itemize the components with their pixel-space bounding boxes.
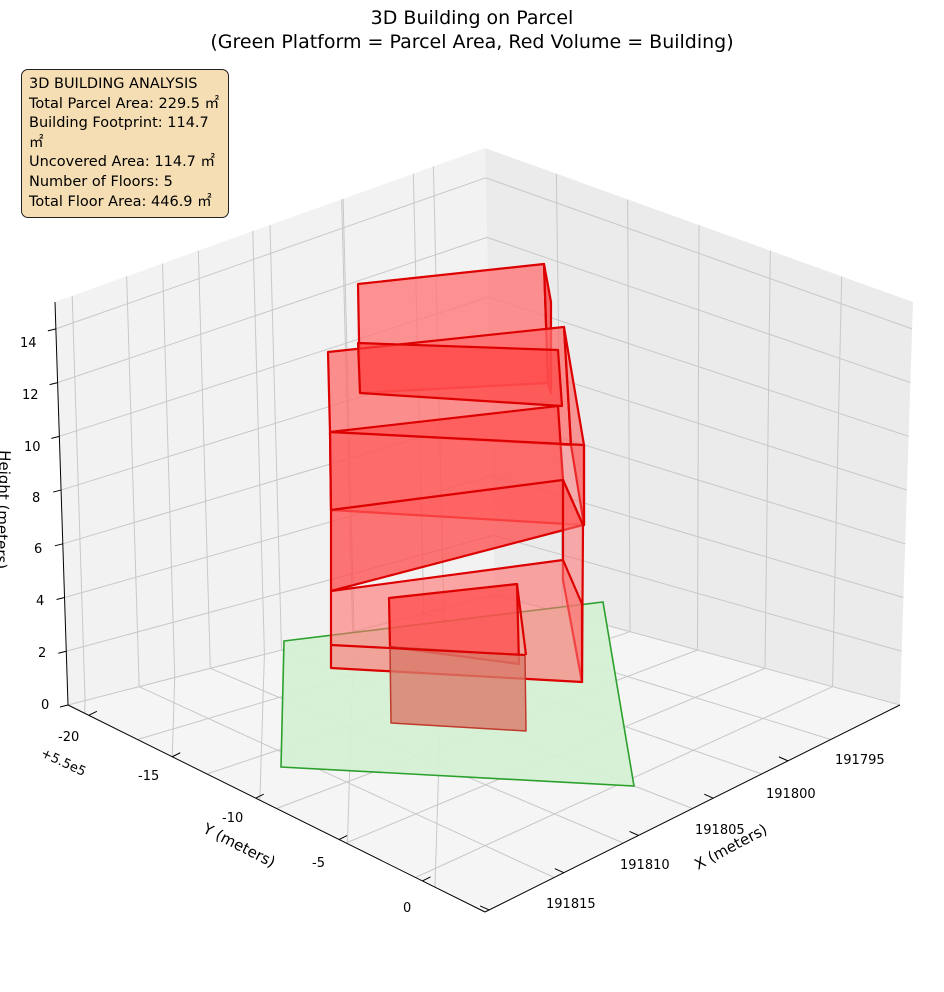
x-gridline [764, 250, 771, 669]
z-tick-label: 12 [22, 388, 39, 403]
z-tick-label: 2 [38, 646, 46, 661]
y-tick-label: -10 [222, 811, 243, 826]
z-axis-line [54, 301, 69, 706]
y-tick-labels: -20 -15 -10 -5 0 [58, 730, 411, 916]
x-gridline [697, 224, 700, 651]
x-tick-labels: 191795 191800 191805 191810 191815 [546, 753, 885, 912]
y-tick-mark [172, 752, 181, 758]
x-tick-label: 191795 [835, 753, 885, 768]
x-tick-mark [479, 905, 490, 911]
x-gridline [832, 276, 843, 687]
z-tick-mark [49, 382, 58, 386]
z-tick-mark [58, 650, 67, 654]
y-tick-label: -15 [138, 769, 159, 784]
y-axis-label: Y (meters) [199, 819, 278, 871]
info-heading: 3D BUILDING ANALYSIS [29, 76, 198, 92]
y-tick-mark [255, 793, 264, 799]
x-tick-label: 191805 [695, 823, 745, 838]
z-tick-label: 8 [32, 491, 40, 506]
y-tick-mark [338, 835, 348, 840]
z-tick-label: 0 [41, 698, 49, 713]
info-building-footprint: Building Footprint: 114.7 ㎡ [29, 115, 209, 151]
building-edge [515, 583, 528, 656]
y-gridline [197, 250, 211, 669]
axis-lines [54, 301, 901, 913]
x-tick-mark [629, 830, 639, 836]
y-tick-mark [88, 710, 98, 716]
building-face [356, 341, 564, 408]
x-tick-mark [554, 868, 565, 874]
tick-marks [47, 328, 789, 911]
y-gridline [259, 654, 265, 801]
building-edge [330, 643, 526, 657]
info-total-floor-area: Total Floor Area: 446.9 ㎡ [29, 193, 212, 210]
y-gridline [126, 276, 140, 687]
y-tick-mark [422, 876, 431, 882]
z-tick-mark [52, 489, 62, 493]
z-tick-label: 14 [20, 336, 37, 351]
z-tick-labels: 0 2 4 6 8 10 12 14 [20, 336, 49, 713]
x-tick-label: 191815 [546, 897, 596, 912]
z-tick-mark [56, 597, 65, 601]
y-tick-label: -20 [58, 730, 79, 745]
z-tick-mark [51, 435, 60, 439]
chart-title: 3D Building on Parcel (Green Platform = … [0, 6, 944, 54]
y-gridline [171, 677, 176, 757]
y-tick-label: 0 [403, 901, 411, 916]
z-tick-mark [47, 328, 56, 332]
y-offset-label: +5.5e5 [38, 746, 88, 780]
building-face [389, 646, 527, 732]
y-gridline [269, 224, 282, 651]
chart-title-line2: (Green Platform = Parcel Area, Red Volum… [210, 31, 734, 53]
z-tick-label: 6 [34, 542, 42, 557]
y-gridline [162, 263, 176, 678]
x-axis-line [484, 704, 901, 913]
x-tick-mark [704, 793, 714, 799]
z-tick-mark [59, 704, 69, 708]
y-gridline [252, 231, 265, 655]
building-volume [326, 262, 586, 732]
z-tick-label: 10 [24, 440, 41, 455]
info-uncovered-area: Uncovered Area: 114.7 ㎡ [29, 154, 216, 171]
info-floors: Number of Floors: 5 [29, 173, 173, 190]
y-gridline [71, 295, 86, 701]
x-tick-mark [778, 756, 789, 762]
y-tick-label: -5 [312, 856, 325, 871]
z-tick-mark [54, 543, 63, 547]
z-tick-label: 4 [36, 594, 44, 609]
z-axis-label: Height (meters) [0, 450, 14, 570]
x-gridline [627, 199, 631, 632]
analysis-info-box: 3D BUILDING ANALYSIS Total Parcel Area: … [21, 69, 229, 219]
x-tick-label: 191810 [620, 858, 670, 873]
x-tick-label: 191800 [766, 787, 816, 802]
chart-title-line1: 3D Building on Parcel [370, 7, 574, 29]
pane-right [485, 148, 913, 705]
y-axis-line [67, 704, 486, 913]
info-total-parcel-area: Total Parcel Area: 229.5 ㎡ [29, 95, 220, 112]
